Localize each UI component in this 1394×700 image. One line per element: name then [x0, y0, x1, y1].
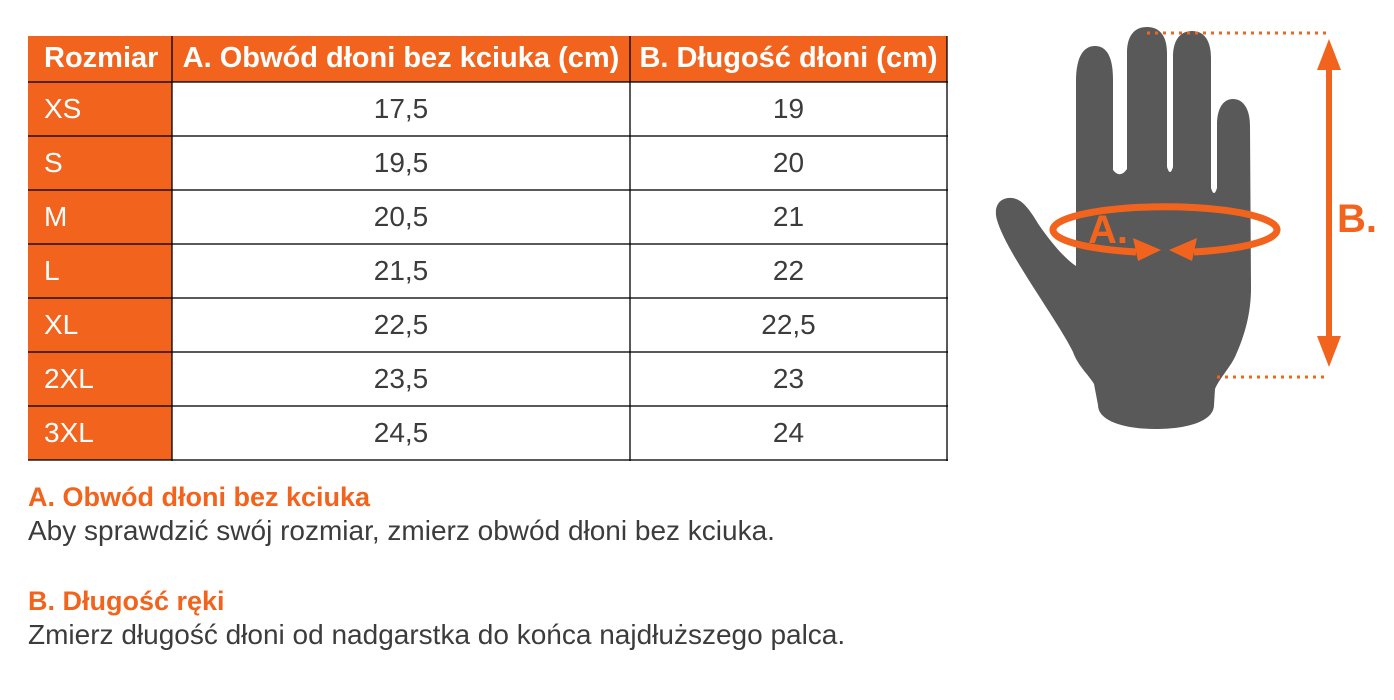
size-cell: XL [28, 297, 173, 353]
label-b: B. [1337, 197, 1377, 241]
size-cell: M [28, 189, 173, 245]
header-length: B. Długość dłoni (cm) [629, 36, 948, 83]
note-b-text: Zmierz długość dłoni od nadgarstka do ko… [28, 619, 846, 650]
label-a: A. [1088, 208, 1128, 252]
size-cell: S [28, 135, 173, 191]
table-row: 2XL 23,5 23 [28, 351, 948, 407]
circumference-cell: 21,5 [171, 243, 631, 299]
table-row: 3XL 24,5 24 [28, 405, 948, 461]
length-cell: 19 [629, 81, 948, 137]
length-cell: 20 [629, 135, 948, 191]
hand-measurement-diagram: A. B. [995, 27, 1377, 429]
size-cell: XS [28, 81, 173, 137]
header-circumference: A. Obwód dłoni bez kciuka (cm) [171, 36, 631, 83]
length-arrow-up-icon [1317, 39, 1341, 70]
size-cell: 2XL [28, 351, 173, 407]
note-a-heading: A. Obwód dłoni bez kciuka [28, 482, 371, 512]
circumference-ellipse [1049, 203, 1281, 256]
length-cell: 23 [629, 351, 948, 407]
size-cell: L [28, 243, 173, 299]
circumference-cell: 24,5 [171, 405, 631, 461]
circumference-arrow-left-icon [1133, 238, 1161, 261]
header-size: Rozmiar [28, 36, 173, 83]
table-row: S 19,5 20 [28, 135, 948, 191]
length-cell: 24 [629, 405, 948, 461]
length-cell: 22,5 [629, 297, 948, 353]
length-cell: 22 [629, 243, 948, 299]
table-row: M 20,5 21 [28, 189, 948, 245]
table-row: XS 17,5 19 [28, 81, 948, 137]
size-table: Rozmiar A. Obwód dłoni bez kciuka (cm) B… [28, 36, 948, 461]
circumference-arrow-right-icon [1169, 238, 1197, 261]
circumference-cell: 22,5 [171, 297, 631, 353]
circumference-cell: 19,5 [171, 135, 631, 191]
length-arrow-down-icon [1317, 336, 1341, 367]
length-cell: 21 [629, 189, 948, 245]
table-row: XL 22,5 22,5 [28, 297, 948, 353]
note-b-heading: B. Długość ręki [28, 586, 225, 616]
circumference-cell: 17,5 [171, 81, 631, 137]
circumference-cell: 20,5 [171, 189, 631, 245]
note-a-text: Aby sprawdzić swój rozmiar, zmierz obwód… [28, 515, 775, 546]
table-header-row: Rozmiar A. Obwód dłoni bez kciuka (cm) B… [28, 36, 948, 83]
size-cell: 3XL [28, 405, 173, 461]
circumference-cell: 23,5 [171, 351, 631, 407]
table-row: L 21,5 22 [28, 243, 948, 299]
hand-silhouette-icon [995, 27, 1251, 429]
